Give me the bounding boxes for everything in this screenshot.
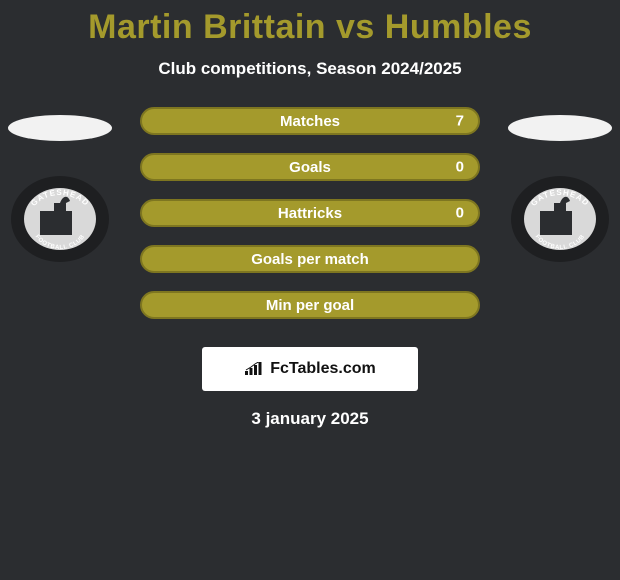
date-label: 3 january 2025: [0, 409, 620, 429]
brand-attribution: FcTables.com: [202, 347, 418, 391]
stat-label: Min per goal: [266, 297, 354, 314]
stat-row-goals-per-match: Goals per match: [140, 245, 480, 273]
stat-row-matches: Matches 7: [140, 107, 480, 135]
comparison-area: GATESHEAD FOOTBALL CLUB GATESHEAD F: [0, 107, 620, 327]
brand-text: FcTables.com: [270, 360, 376, 378]
stat-label: Goals per match: [251, 251, 369, 268]
right-player-ellipse: [508, 115, 612, 141]
stat-value: 0: [456, 205, 464, 222]
stats-list: Matches 7 Goals 0 Hattricks 0 Goals per …: [140, 107, 480, 319]
right-player-column: GATESHEAD FOOTBALL CLUB: [500, 107, 620, 263]
stat-value: 7: [456, 113, 464, 130]
left-player-ellipse: [8, 115, 112, 141]
stat-label: Hattricks: [278, 205, 342, 222]
club-badge-icon: GATESHEAD FOOTBALL CLUB: [510, 175, 610, 263]
subtitle: Club competitions, Season 2024/2025: [0, 59, 620, 79]
stat-value: 0: [456, 159, 464, 176]
stat-label: Goals: [289, 159, 331, 176]
club-badge-icon: GATESHEAD FOOTBALL CLUB: [10, 175, 110, 263]
stat-row-goals: Goals 0: [140, 153, 480, 181]
stat-label: Matches: [280, 113, 340, 130]
left-club-badge: GATESHEAD FOOTBALL CLUB: [10, 175, 110, 263]
stat-row-min-per-goal: Min per goal: [140, 291, 480, 319]
stat-row-hattricks: Hattricks 0: [140, 199, 480, 227]
page-title: Martin Brittain vs Humbles: [0, 0, 620, 47]
right-club-badge: GATESHEAD FOOTBALL CLUB: [510, 175, 610, 263]
bar-chart-icon: [244, 362, 264, 376]
left-player-column: GATESHEAD FOOTBALL CLUB: [0, 107, 120, 263]
